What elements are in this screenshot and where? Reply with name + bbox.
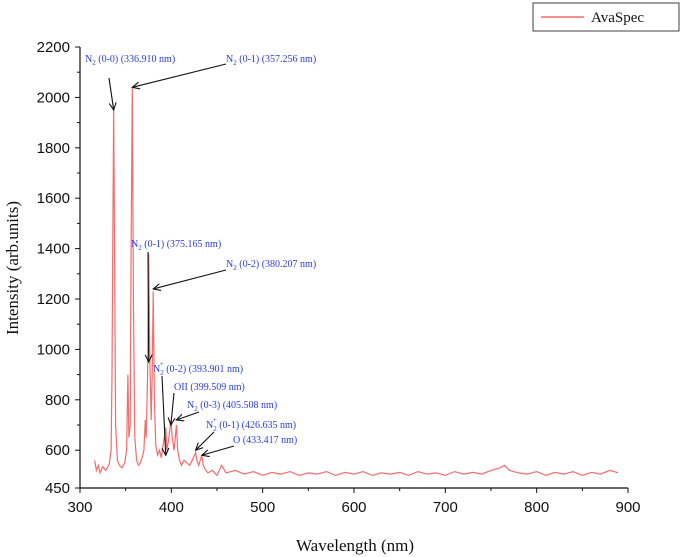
y-tick-label: 2000	[37, 89, 70, 106]
annotation-subscript: 2	[233, 264, 237, 272]
annotation-arrowhead	[152, 283, 162, 292]
peak-annotation-label: N2+ (0-1) (426.635 nm)	[206, 416, 296, 433]
annotation-arrowhead	[200, 449, 210, 458]
x-axis-title: Wavelength (nm)	[296, 536, 414, 555]
annotation-species: N	[131, 239, 138, 250]
y-tick-label: 1200	[37, 291, 70, 308]
annotation-arrow	[161, 375, 167, 456]
peak-annotation-label: N2+ (0-2) (393.901 nm)	[153, 360, 243, 377]
peak-annotation-label: N2 (0-1) (357.256 nm)	[226, 54, 316, 67]
annotation-transition: (0-2) (393.901 nm)	[164, 364, 243, 375]
y-tick-label: 2200	[37, 39, 70, 56]
peak-annotation: N2 (0-3) (405.508 nm)	[175, 400, 277, 422]
annotation-species: N	[206, 420, 213, 431]
x-tick-label: 600	[341, 499, 366, 516]
y-axis-title: Intensity (arb.units)	[3, 201, 22, 335]
peak-annotation-label: N2 (0-1) (375.165 nm)	[131, 239, 221, 252]
annotation-subscript: 2	[160, 369, 164, 377]
annotation-arrowhead	[175, 413, 185, 422]
annotation-transition: (399.509 nm)	[188, 382, 245, 393]
annotation-transition: (0-1) (375.165 nm)	[142, 239, 221, 250]
legend-label: AvaSpec	[591, 10, 644, 26]
peak-annotation-label: N2 (0-3) (405.508 nm)	[187, 400, 277, 413]
annotation-arrow	[108, 77, 115, 111]
annotation-species: N	[153, 364, 160, 375]
annotation-transition: (0-1) (426.635 nm)	[217, 420, 296, 431]
annotation-superscript: +	[160, 360, 164, 368]
annotation-arrow	[153, 269, 227, 290]
y-tick-label: 1000	[37, 341, 70, 358]
annotation-species: N	[85, 54, 92, 65]
annotation-arrow	[201, 445, 235, 456]
peak-annotation-label: O (433.417 nm)	[233, 435, 297, 446]
peak-annotation: OII (399.509 nm)	[167, 382, 245, 427]
peak-annotation: N2 (0-2) (380.207 nm)	[152, 259, 316, 292]
x-tick-label: 900	[615, 499, 640, 516]
peak-annotation: O (433.417 nm)	[200, 435, 297, 458]
annotation-subscript: 2	[92, 59, 96, 67]
annotation-subscript: 2	[138, 244, 142, 252]
x-tick-label: 500	[250, 499, 275, 516]
annotation-species: N	[226, 259, 233, 270]
annotation-arrowhead	[161, 447, 170, 457]
annotation-subscript: 2	[213, 425, 217, 433]
annotation-transition: (0-2) (380.207 nm)	[237, 259, 316, 270]
annotation-arrowhead	[167, 417, 176, 427]
peak-annotation-label: N2 (0-2) (380.207 nm)	[226, 259, 316, 272]
annotation-species: N	[187, 400, 194, 411]
peak-annotation-label: OII (399.509 nm)	[174, 382, 245, 393]
peak-annotation: N2 (0-0) (336.910 nm)	[85, 54, 175, 112]
peak-annotation: N2 (0-1) (357.256 nm)	[131, 54, 316, 90]
annotation-arrowhead	[194, 442, 204, 452]
annotation-transition: (0-0) (336.910 nm)	[96, 54, 175, 65]
annotation-arrowhead	[108, 102, 117, 112]
x-tick-label: 700	[433, 499, 458, 516]
series-line-avaspec	[94, 87, 619, 477]
annotation-arrow	[195, 431, 215, 451]
annotation-arrow	[132, 63, 227, 88]
y-tick-label: 1800	[37, 140, 70, 157]
y-tick-label: 800	[45, 392, 70, 409]
annotation-species: OII	[174, 382, 188, 393]
peak-annotation-label: N2 (0-0) (336.910 nm)	[85, 54, 175, 67]
y-tick-label: 600	[45, 442, 70, 459]
annotation-transition: (433.417 nm)	[240, 435, 297, 446]
annotation-layer: N2 (0-0) (336.910 nm) N2 (0-1) (357.256 n…	[85, 54, 316, 458]
plot-area	[79, 47, 628, 489]
annotation-transition: (0-3) (405.508 nm)	[198, 400, 277, 411]
x-axis: 300 400 500 600 700 800 900	[67, 488, 641, 516]
annotation-transition: (0-1) (357.256 nm)	[237, 54, 316, 65]
annotation-subscript: 2	[194, 405, 198, 413]
x-tick-label: 300	[67, 499, 92, 516]
annotation-arrow	[176, 411, 200, 421]
annotation-species: N	[226, 54, 233, 65]
x-tick-label: 400	[159, 499, 184, 516]
annotation-arrow	[147, 251, 150, 363]
x-tick-label: 800	[524, 499, 549, 516]
annotation-subscript: 2	[233, 59, 237, 67]
y-tick-label: 1600	[37, 190, 70, 207]
legend: AvaSpec	[532, 2, 680, 32]
annotation-arrowhead	[131, 81, 141, 90]
y-tick-label: 450	[45, 480, 70, 497]
peak-annotation: N2 (0-1) (375.165 nm)	[131, 239, 221, 364]
annotation-species: O	[233, 435, 240, 446]
annotation-arrowhead	[144, 354, 153, 364]
y-axis: 450 600 800 1000 1200 1400 1600 1800 2000 2200	[37, 39, 80, 497]
peak-annotation: N2+ (0-2) (393.901 nm)	[153, 360, 243, 457]
annotation-superscript: +	[213, 416, 217, 424]
series-layer	[94, 87, 619, 477]
peak-annotation: N2+ (0-1) (426.635 nm)	[194, 416, 296, 452]
y-tick-label: 1400	[37, 241, 70, 258]
annotation-arrow	[170, 392, 175, 426]
